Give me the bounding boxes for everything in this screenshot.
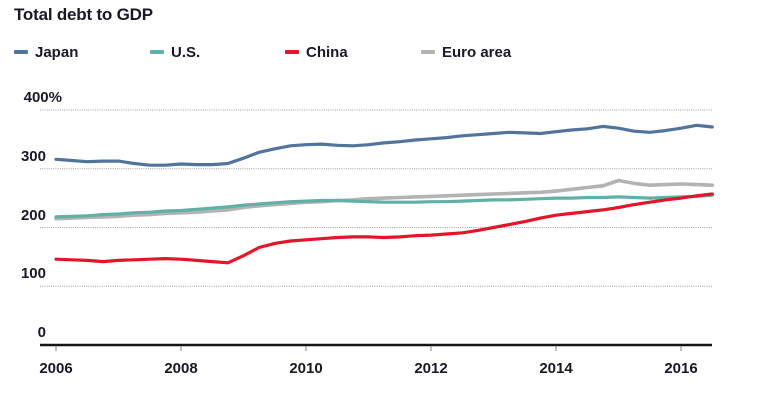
x-axis-label-2014: 2014 — [539, 360, 573, 377]
china-line-swatch — [285, 50, 299, 54]
series-china-line — [54, 192, 714, 265]
legend-label-china: China — [306, 43, 348, 61]
legend: Japan U.S. China Euro area — [0, 42, 776, 62]
us-line-swatch — [150, 50, 164, 54]
legend-label-japan: Japan — [35, 43, 79, 61]
y-axis-label-0: 0 — [37, 324, 46, 341]
y-axis-label-400pct: 400% — [23, 89, 62, 106]
y-axis-label-100: 100 — [20, 265, 46, 283]
legend-item-japan: Japan — [14, 42, 78, 62]
x-axis-label-2008: 2008 — [164, 360, 198, 377]
y-axis-label-200: 200 — [20, 206, 46, 224]
japan-line-swatch — [14, 50, 28, 54]
series-euro-area-line — [54, 178, 715, 221]
x-axis-label-2012: 2012 — [414, 360, 448, 377]
chart-title: Total debt to GDP — [14, 5, 153, 24]
legend-label-us: U.S. — [171, 43, 201, 61]
euro-area-line-swatch — [421, 50, 435, 54]
x-axis-label-2016: 2016 — [664, 360, 698, 377]
x-axis-label-2010: 2010 — [289, 360, 323, 377]
series-u-s--line — [54, 193, 714, 219]
legend-item-euro-area: Euro area — [421, 42, 511, 62]
x-axis-label-2006: 2006 — [39, 360, 73, 377]
y-axis-label-300: 300 — [20, 147, 46, 165]
series-japan-line — [54, 123, 714, 167]
legend-item-us: U.S. — [150, 42, 200, 62]
legend-item-china: China — [285, 42, 348, 62]
legend-label-euro-area: Euro area — [442, 43, 512, 61]
